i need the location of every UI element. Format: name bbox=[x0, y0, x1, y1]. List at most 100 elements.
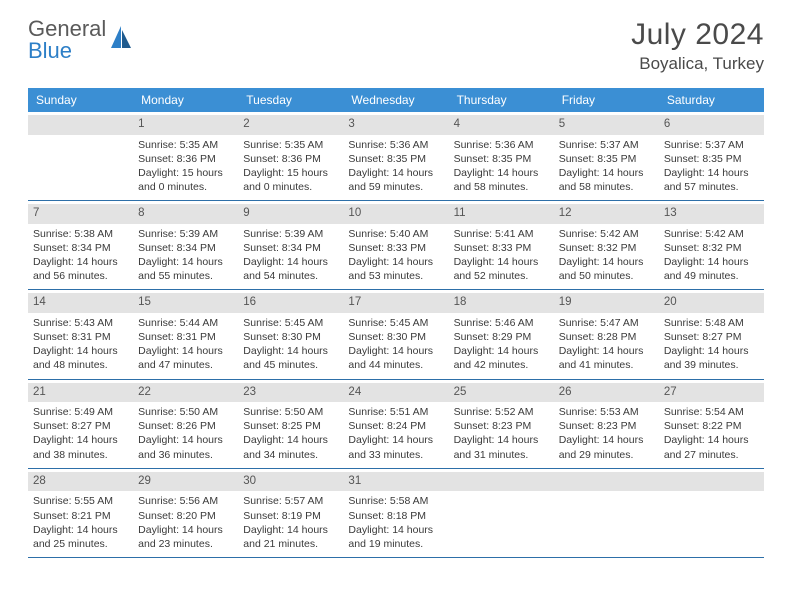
daylight-line: Daylight: 14 hours and 58 minutes. bbox=[454, 166, 549, 194]
sunrise-line: Sunrise: 5:45 AM bbox=[243, 316, 338, 330]
day-number: 3 bbox=[343, 115, 448, 135]
day-cell: 6Sunrise: 5:37 AMSunset: 8:35 PMDaylight… bbox=[659, 112, 764, 201]
daylight-line: Daylight: 14 hours and 44 minutes. bbox=[348, 344, 443, 372]
weekday-header: Monday bbox=[133, 88, 238, 112]
day-cell: 12Sunrise: 5:42 AMSunset: 8:32 PMDayligh… bbox=[554, 201, 659, 290]
sunset-line: Sunset: 8:35 PM bbox=[454, 152, 549, 166]
sunrise-line: Sunrise: 5:43 AM bbox=[33, 316, 128, 330]
daylight-line: Daylight: 14 hours and 34 minutes. bbox=[243, 433, 338, 461]
sunrise-line: Sunrise: 5:53 AM bbox=[559, 405, 654, 419]
sunset-line: Sunset: 8:20 PM bbox=[138, 509, 233, 523]
day-number: 4 bbox=[449, 115, 554, 135]
day-cell: 2Sunrise: 5:35 AMSunset: 8:36 PMDaylight… bbox=[238, 112, 343, 201]
day-number: 7 bbox=[28, 204, 133, 224]
weekday-header: Friday bbox=[554, 88, 659, 112]
sunrise-line: Sunrise: 5:50 AM bbox=[243, 405, 338, 419]
day-number: 28 bbox=[28, 472, 133, 492]
weekday-header: Wednesday bbox=[343, 88, 448, 112]
sunset-line: Sunset: 8:27 PM bbox=[33, 419, 128, 433]
empty-cell bbox=[554, 469, 659, 558]
daylight-line: Daylight: 14 hours and 19 minutes. bbox=[348, 523, 443, 551]
daylight-line: Daylight: 14 hours and 45 minutes. bbox=[243, 344, 338, 372]
daylight-line: Daylight: 14 hours and 33 minutes. bbox=[348, 433, 443, 461]
day-cell: 14Sunrise: 5:43 AMSunset: 8:31 PMDayligh… bbox=[28, 290, 133, 379]
day-cell: 8Sunrise: 5:39 AMSunset: 8:34 PMDaylight… bbox=[133, 201, 238, 290]
day-number: 20 bbox=[659, 293, 764, 313]
sunrise-line: Sunrise: 5:42 AM bbox=[559, 227, 654, 241]
day-cell: 21Sunrise: 5:49 AMSunset: 8:27 PMDayligh… bbox=[28, 380, 133, 469]
sunrise-line: Sunrise: 5:36 AM bbox=[454, 138, 549, 152]
sunrise-line: Sunrise: 5:42 AM bbox=[664, 227, 759, 241]
day-cell: 30Sunrise: 5:57 AMSunset: 8:19 PMDayligh… bbox=[238, 469, 343, 558]
day-number: 1 bbox=[133, 115, 238, 135]
day-number: 14 bbox=[28, 293, 133, 313]
day-cell: 15Sunrise: 5:44 AMSunset: 8:31 PMDayligh… bbox=[133, 290, 238, 379]
sunrise-line: Sunrise: 5:49 AM bbox=[33, 405, 128, 419]
day-cell: 26Sunrise: 5:53 AMSunset: 8:23 PMDayligh… bbox=[554, 380, 659, 469]
day-number: 27 bbox=[659, 383, 764, 403]
sunrise-line: Sunrise: 5:39 AM bbox=[138, 227, 233, 241]
day-number: 25 bbox=[449, 383, 554, 403]
sunset-line: Sunset: 8:18 PM bbox=[348, 509, 443, 523]
day-cell: 3Sunrise: 5:36 AMSunset: 8:35 PMDaylight… bbox=[343, 112, 448, 201]
sunrise-line: Sunrise: 5:38 AM bbox=[33, 227, 128, 241]
sunrise-line: Sunrise: 5:50 AM bbox=[138, 405, 233, 419]
sunset-line: Sunset: 8:29 PM bbox=[454, 330, 549, 344]
day-number: 16 bbox=[238, 293, 343, 313]
sunrise-line: Sunrise: 5:58 AM bbox=[348, 494, 443, 508]
logo: General Blue bbox=[28, 18, 133, 62]
day-cell: 11Sunrise: 5:41 AMSunset: 8:33 PMDayligh… bbox=[449, 201, 554, 290]
sunset-line: Sunset: 8:34 PM bbox=[138, 241, 233, 255]
day-number: 12 bbox=[554, 204, 659, 224]
daylight-line: Daylight: 14 hours and 21 minutes. bbox=[243, 523, 338, 551]
sunset-line: Sunset: 8:33 PM bbox=[348, 241, 443, 255]
sunrise-line: Sunrise: 5:37 AM bbox=[664, 138, 759, 152]
sunrise-line: Sunrise: 5:51 AM bbox=[348, 405, 443, 419]
day-cell: 4 Sunrise: 5:36 AMSunset: 8:35 PMDaylight… bbox=[449, 112, 554, 201]
day-number: 24 bbox=[343, 383, 448, 403]
day-number: 22 bbox=[133, 383, 238, 403]
weekday-header: Thursday bbox=[449, 88, 554, 112]
daylight-line: Daylight: 14 hours and 48 minutes. bbox=[33, 344, 128, 372]
day-number: 10 bbox=[343, 204, 448, 224]
day-cell: 29Sunrise: 5:56 AMSunset: 8:20 PMDayligh… bbox=[133, 469, 238, 558]
day-cell: 19Sunrise: 5:47 AMSunset: 8:28 PMDayligh… bbox=[554, 290, 659, 379]
empty-cell bbox=[449, 469, 554, 558]
sunset-line: Sunset: 8:23 PM bbox=[454, 419, 549, 433]
weekday-header: Saturday bbox=[659, 88, 764, 112]
header: General Blue July 2024 Boyalica, Turkey bbox=[28, 18, 764, 74]
daylight-line: Daylight: 14 hours and 23 minutes. bbox=[138, 523, 233, 551]
daylight-line: Daylight: 14 hours and 36 minutes. bbox=[138, 433, 233, 461]
month-title: July 2024 bbox=[631, 18, 764, 52]
day-cell: 18Sunrise: 5:46 AMSunset: 8:29 PMDayligh… bbox=[449, 290, 554, 379]
day-cell: 27Sunrise: 5:54 AMSunset: 8:22 PMDayligh… bbox=[659, 380, 764, 469]
day-number: 26 bbox=[554, 383, 659, 403]
sunset-line: Sunset: 8:33 PM bbox=[454, 241, 549, 255]
sunset-line: Sunset: 8:35 PM bbox=[664, 152, 759, 166]
daylight-line: Daylight: 14 hours and 42 minutes. bbox=[454, 344, 549, 372]
title-block: July 2024 Boyalica, Turkey bbox=[631, 18, 764, 74]
daylight-line: Daylight: 14 hours and 50 minutes. bbox=[559, 255, 654, 283]
day-cell: 9Sunrise: 5:39 AMSunset: 8:34 PMDaylight… bbox=[238, 201, 343, 290]
sunset-line: Sunset: 8:34 PM bbox=[243, 241, 338, 255]
sunrise-line: Sunrise: 5:45 AM bbox=[348, 316, 443, 330]
sunrise-line: Sunrise: 5:35 AM bbox=[138, 138, 233, 152]
sunset-line: Sunset: 8:35 PM bbox=[559, 152, 654, 166]
day-cell: 17Sunrise: 5:45 AMSunset: 8:30 PMDayligh… bbox=[343, 290, 448, 379]
sunrise-line: Sunrise: 5:35 AM bbox=[243, 138, 338, 152]
sunset-line: Sunset: 8:32 PM bbox=[664, 241, 759, 255]
day-number: 30 bbox=[238, 472, 343, 492]
empty-cell bbox=[28, 112, 133, 201]
daylight-line: Daylight: 15 hours and 0 minutes. bbox=[243, 166, 338, 194]
day-number: 21 bbox=[28, 383, 133, 403]
sunset-line: Sunset: 8:31 PM bbox=[138, 330, 233, 344]
day-number: 8 bbox=[133, 204, 238, 224]
daylight-line: Daylight: 14 hours and 29 minutes. bbox=[559, 433, 654, 461]
sunset-line: Sunset: 8:30 PM bbox=[243, 330, 338, 344]
sunrise-line: Sunrise: 5:54 AM bbox=[664, 405, 759, 419]
sunset-line: Sunset: 8:35 PM bbox=[348, 152, 443, 166]
day-number: 31 bbox=[343, 472, 448, 492]
daylight-line: Daylight: 14 hours and 49 minutes. bbox=[664, 255, 759, 283]
day-number: 15 bbox=[133, 293, 238, 313]
daylight-line: Daylight: 14 hours and 27 minutes. bbox=[664, 433, 759, 461]
